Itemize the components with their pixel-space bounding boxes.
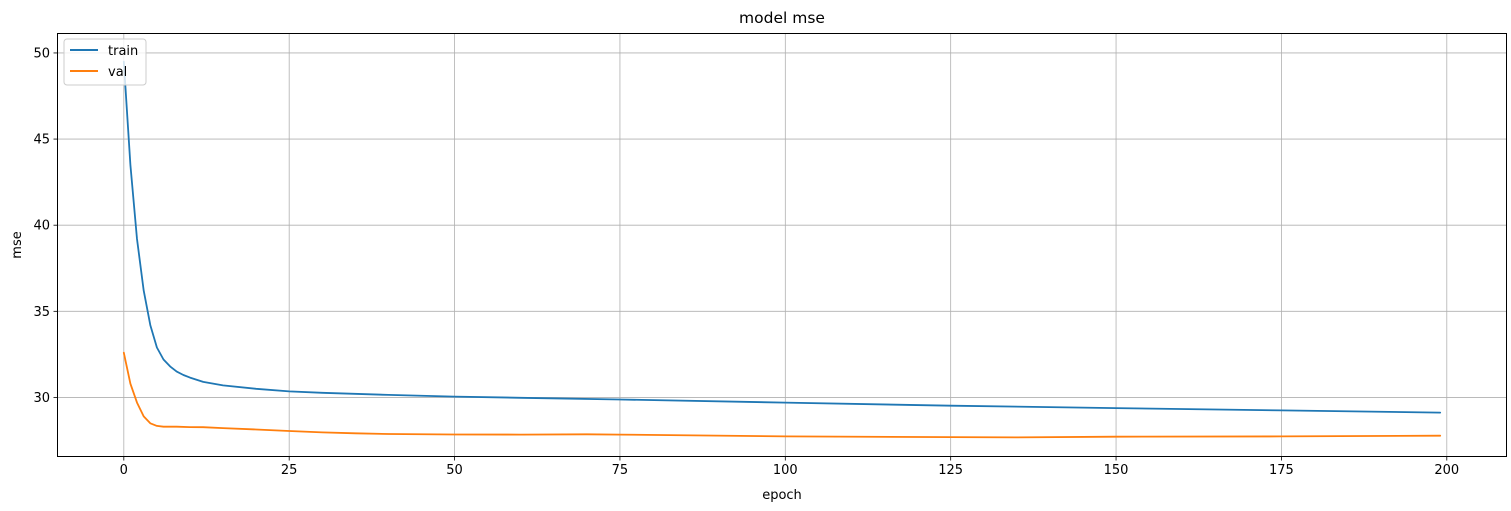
x-tick-label: 200 [1434,463,1459,478]
x-tick-label: 25 [281,463,298,478]
chart-title: model mse [739,9,825,27]
x-tick-label: 0 [120,463,128,478]
x-axis-label: epoch [762,488,802,503]
legend: train val [63,38,147,86]
y-tick-label: 35 [33,305,50,320]
y-axis-label: mse [10,231,25,258]
grid [58,34,1506,456]
plot-frame [57,33,1507,457]
x-tick-label: 125 [938,463,963,478]
series-line-val [122,351,1442,439]
x-tick-label: 175 [1269,463,1294,478]
x-tick-label: 50 [446,463,463,478]
y-tick-label: 40 [33,219,50,234]
ticks: 0 25 50 75 100 125 150 175 200 30 35 40 45 50 [33,46,1459,478]
series-layer [122,60,1442,439]
legend-label-train: train [108,44,138,59]
x-tick-label: 100 [773,463,798,478]
x-tick-label: 75 [612,463,629,478]
series-line-train [122,60,1442,414]
y-tick-label: 50 [33,46,50,61]
x-tick-label: 150 [1104,463,1129,478]
y-tick-label: 30 [33,391,50,406]
legend-label-val: val [108,65,127,80]
y-tick-label: 45 [33,133,50,148]
